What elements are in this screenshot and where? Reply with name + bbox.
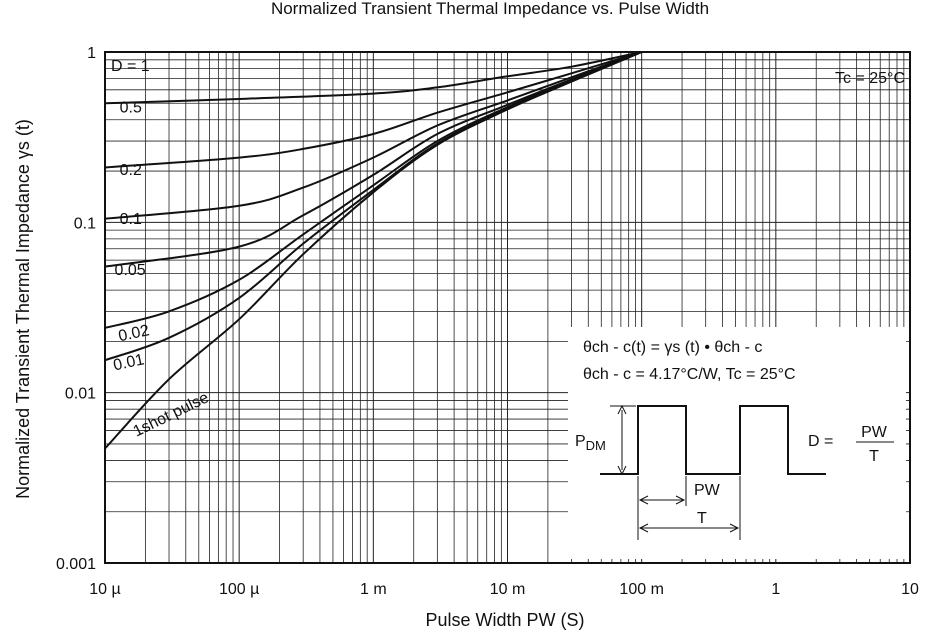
x-tick-label: 1 bbox=[771, 581, 780, 598]
series-label: 0.05 bbox=[115, 262, 146, 279]
pdm-label: PDM bbox=[575, 433, 606, 453]
series-label: 0.5 bbox=[120, 100, 142, 117]
x-tick-label: 100 m bbox=[619, 581, 663, 598]
pulse-inset: θch - c(t) = γs (t) • θch - c θch - c = … bbox=[568, 327, 906, 559]
chart-title: Normalized Transient Thermal Impedance v… bbox=[271, 0, 709, 18]
inset-background bbox=[568, 327, 906, 559]
t-arrowheads bbox=[638, 523, 740, 533]
y-tick-label: 0.01 bbox=[65, 386, 96, 403]
x-tick-label: 10 bbox=[901, 581, 919, 598]
series-label: D = 1 bbox=[111, 58, 150, 75]
formula-line-1: θch - c(t) = γs (t) • θch - c bbox=[583, 339, 762, 356]
pdm-arrowheads bbox=[617, 404, 627, 476]
curve-line bbox=[104, 51, 643, 220]
curve-line bbox=[104, 51, 643, 268]
series-label: 1shot pulse bbox=[131, 389, 212, 440]
plot-frame bbox=[104, 51, 911, 564]
duty-denominator: T bbox=[869, 448, 879, 465]
y-tick-label: 0.001 bbox=[56, 556, 96, 573]
curve-labels: D = 1 0.5 0.2 0.1 0.05 0.02 0.01 1shot pulse bbox=[111, 58, 212, 440]
pw-label: PW bbox=[694, 482, 721, 499]
x-tick-label: 100 µ bbox=[219, 581, 259, 598]
formula-line-2: θch - c = 4.17°C/W, Tc = 25°C bbox=[583, 366, 796, 383]
series-label: 0.02 bbox=[117, 322, 151, 345]
series-label: 0.2 bbox=[120, 162, 142, 179]
x-tick-label: 10 m bbox=[490, 581, 526, 598]
series-label: 0.01 bbox=[112, 351, 146, 374]
duty-numerator: PW bbox=[861, 424, 888, 441]
tc-annotation: Tc = 25°C bbox=[835, 70, 905, 87]
curve-line bbox=[104, 51, 643, 450]
x-axis-label: Pulse Width PW (S) bbox=[425, 610, 584, 630]
x-tick-label: 10 µ bbox=[89, 581, 120, 598]
tick-labels: 10 µ 100 µ 1 m 10 m 100 m 1 10 1 0.1 0.01 0.001 bbox=[56, 45, 919, 598]
pw-arrowheads bbox=[638, 495, 686, 505]
duty-prefix: D = bbox=[808, 433, 833, 450]
t-label: T bbox=[697, 510, 707, 527]
curve-line bbox=[104, 51, 642, 105]
y-tick-label: 1 bbox=[87, 45, 96, 62]
y-tick-label: 0.1 bbox=[74, 215, 96, 232]
pulse-waveform bbox=[600, 405, 826, 475]
series-label: 0.1 bbox=[120, 211, 142, 228]
x-tick-label: 1 m bbox=[360, 581, 387, 598]
curve-line bbox=[104, 51, 642, 169]
y-axis-label: Normalized Transient Thermal Impedance γ… bbox=[13, 119, 33, 499]
